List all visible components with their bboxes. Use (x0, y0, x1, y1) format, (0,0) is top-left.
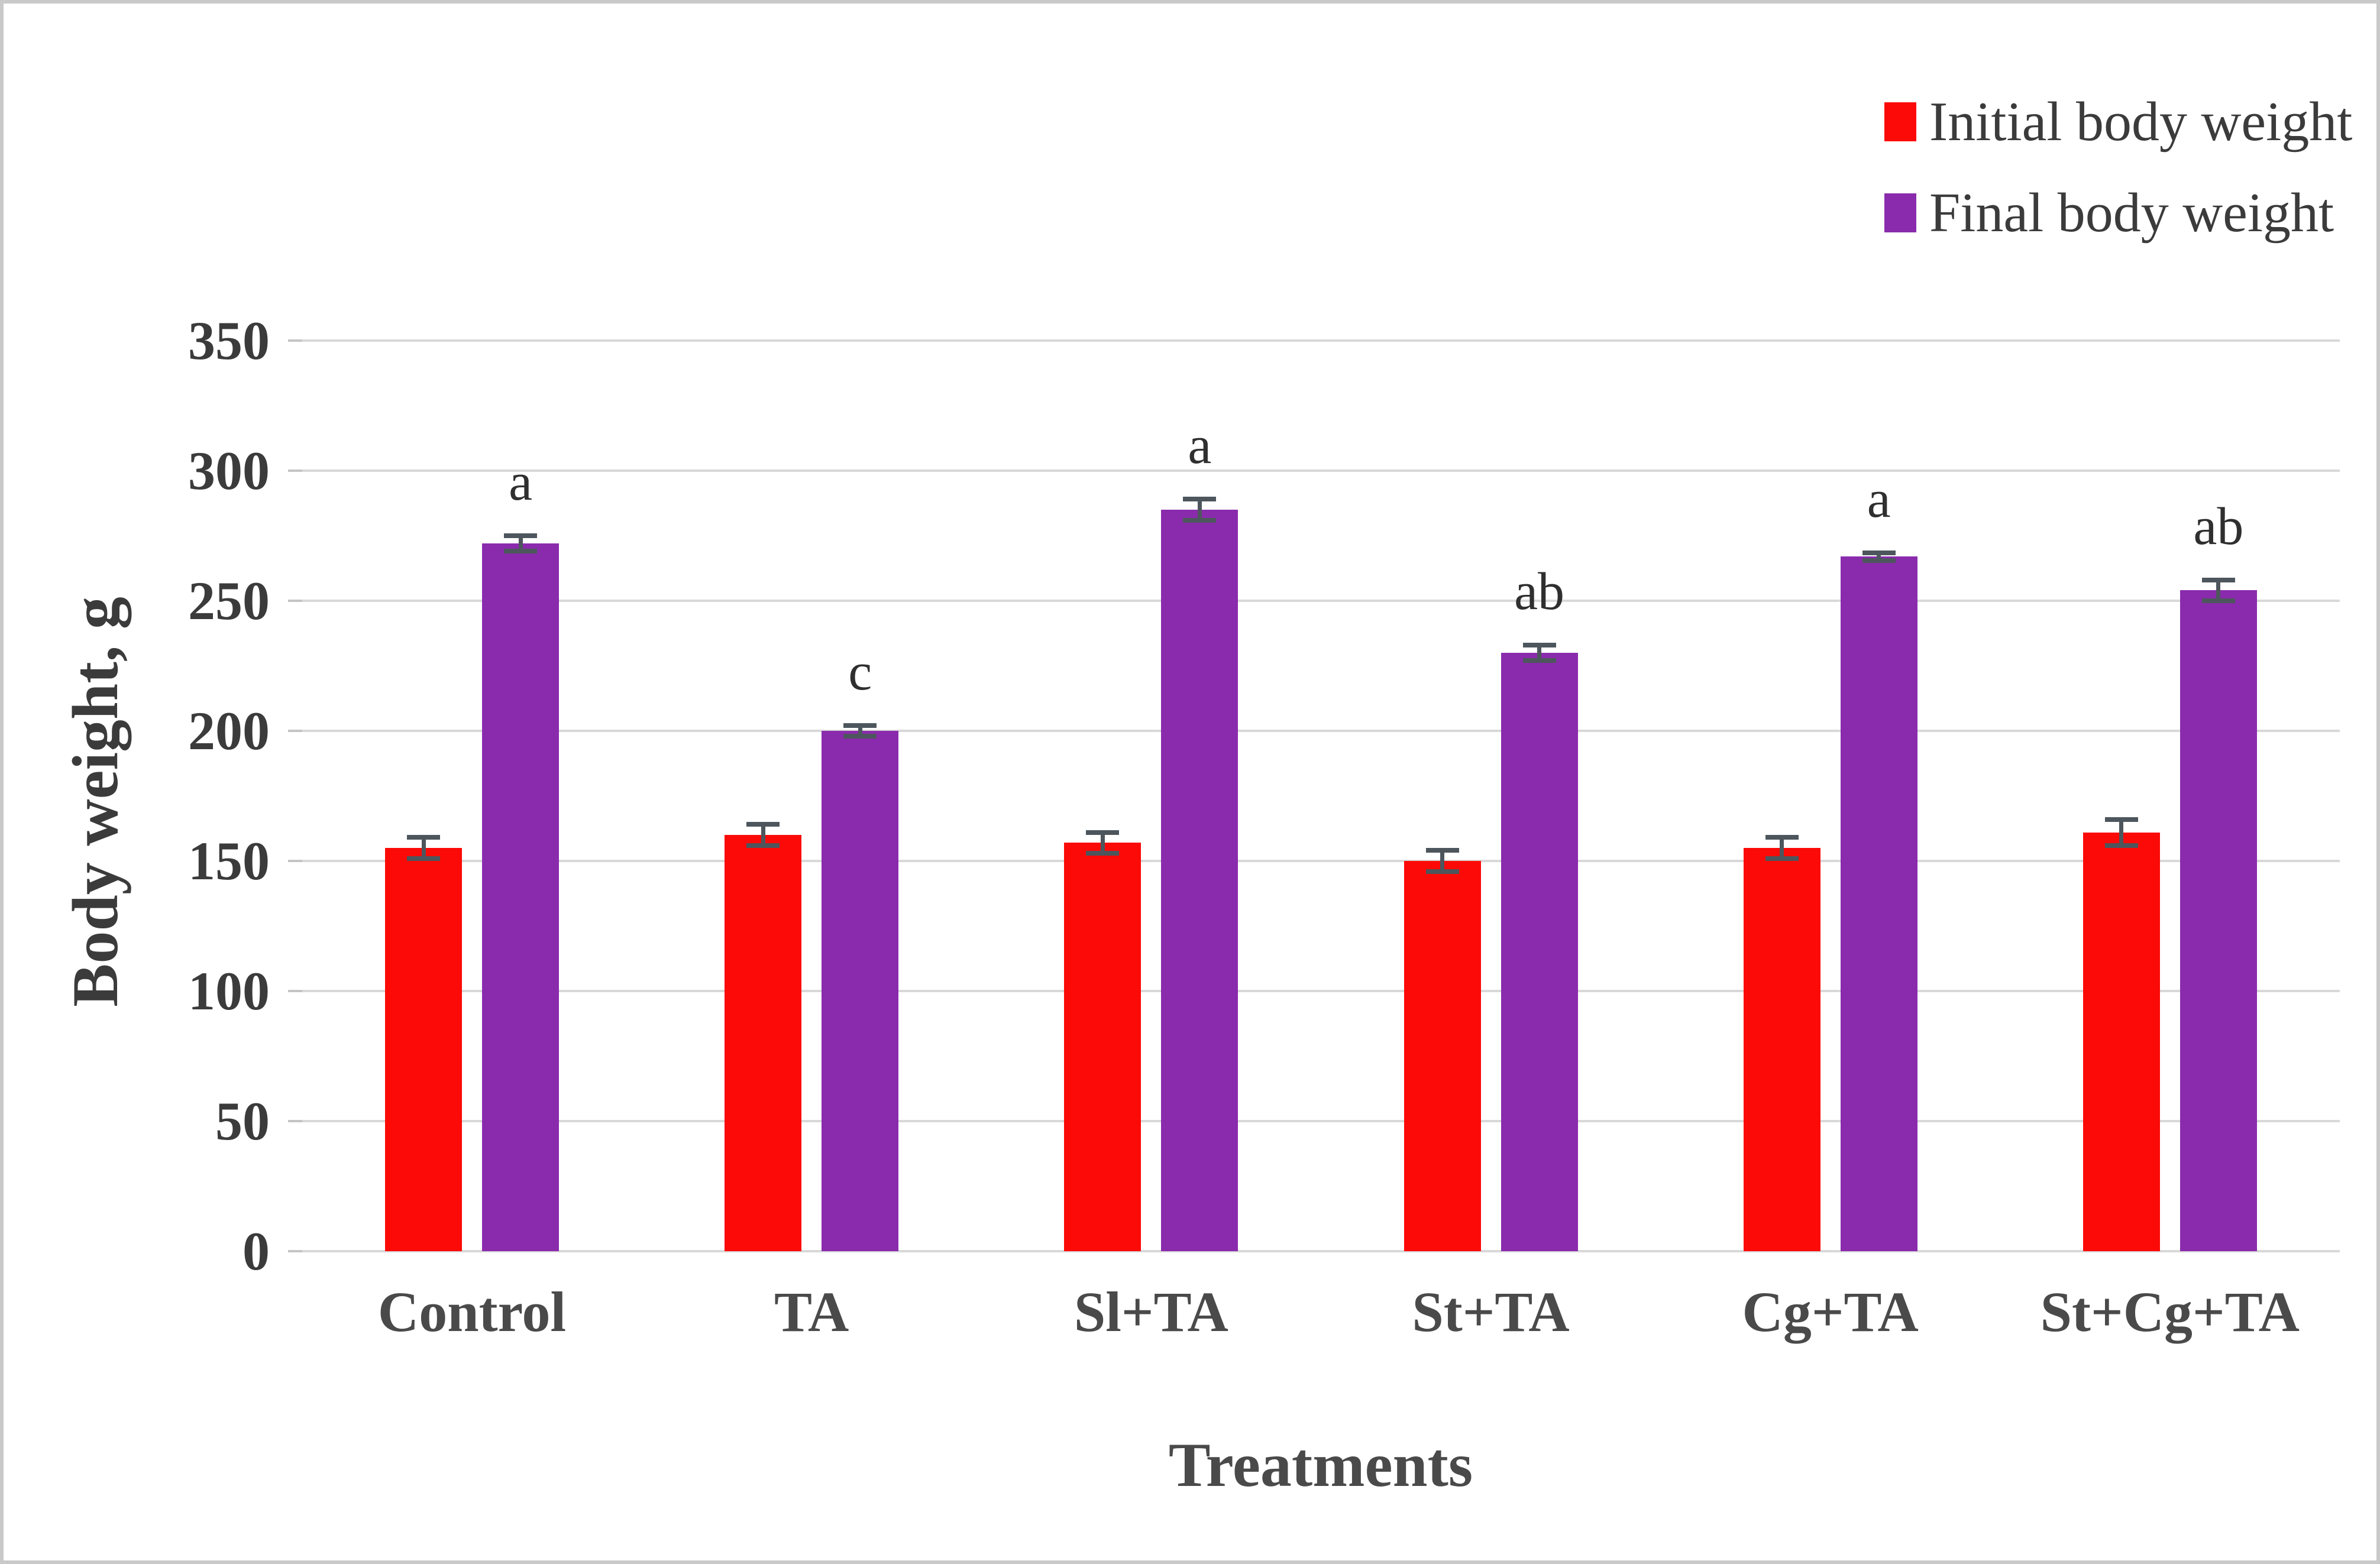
gridline-y-150 (302, 860, 2340, 862)
sig-letter-Sl+TA: a (1188, 416, 1212, 475)
error-cap-top-initial-St+TA (1425, 848, 1459, 853)
category-label-St+TA: St+TA (1412, 1280, 1570, 1343)
gridline-y-200 (302, 730, 2340, 732)
y-tickmark-100 (288, 990, 302, 992)
error-cap-top-initial-Cg+TA (1765, 835, 1799, 840)
category-label-St+Cg+TA: St+Cg+TA (2040, 1280, 2300, 1343)
y-tickmark-200 (288, 730, 302, 732)
error-cap-bottom-initial-St+Cg+TA (2104, 843, 2138, 848)
error-cap-bottom-initial-Cg+TA (1765, 856, 1799, 861)
legend: Initial body weight Final body weight (1884, 86, 2352, 268)
bar-initial-TA (725, 835, 802, 1251)
gridline-y-100 (302, 990, 2340, 992)
bar-initial-St+TA (1404, 861, 1481, 1251)
error-cap-top-final-St+TA (1522, 642, 1556, 647)
gridline-y-50 (302, 1120, 2340, 1122)
y-tick-label-50: 50 (215, 1091, 270, 1151)
category-label-Sl+TA: Sl+TA (1073, 1280, 1228, 1343)
bar-initial-Cg+TA (1743, 848, 1820, 1251)
error-bar-final-Sl+TA (1197, 499, 1202, 520)
error-cap-top-initial-Sl+TA (1086, 830, 1120, 835)
legend-swatch-final-icon (1884, 193, 1916, 232)
legend-swatch-initial-icon (1884, 102, 1916, 141)
sig-letter-Control: a (509, 453, 533, 511)
error-bar-final-Cg+TA (1877, 552, 1881, 561)
y-tick-label-300: 300 (188, 441, 270, 501)
error-bar-initial-St+Cg+TA (2119, 819, 2124, 846)
error-cap-top-initial-Control (407, 835, 441, 840)
sig-letter-TA: c (848, 643, 872, 702)
legend-label-final: Final body weight (1929, 182, 2334, 244)
bar-initial-Sl+TA (1064, 843, 1142, 1251)
legend-label-initial: Initial body weight (1929, 91, 2353, 153)
error-bar-initial-TA (761, 824, 765, 846)
y-tick-label-350: 350 (188, 310, 270, 371)
error-bar-final-St+TA (1537, 645, 1542, 661)
error-cap-top-final-St+Cg+TA (2201, 577, 2235, 582)
error-bar-final-St+Cg+TA (2216, 579, 2221, 601)
gridline-y-0 (302, 1250, 2340, 1252)
error-bar-initial-Control (421, 837, 426, 859)
error-cap-top-final-Control (504, 533, 538, 538)
error-bar-initial-Sl+TA (1100, 832, 1105, 853)
bar-final-St+Cg+TA (2179, 590, 2257, 1251)
error-cap-bottom-initial-TA (746, 843, 780, 848)
error-cap-bottom-initial-Control (407, 856, 441, 861)
error-cap-top-final-Sl+TA (1183, 497, 1217, 502)
category-label-Cg+TA: Cg+TA (1742, 1280, 1919, 1343)
error-cap-bottom-final-Control (504, 549, 538, 554)
legend-item-final-body-weight: Final body weight (1884, 177, 2352, 248)
y-tickmark-50 (288, 1120, 302, 1122)
error-bar-initial-Cg+TA (1780, 837, 1784, 859)
bar-final-TA (822, 731, 899, 1251)
bar-final-Cg+TA (1840, 556, 1917, 1251)
x-axis-title: Treatments (1168, 1430, 1473, 1500)
bar-final-Control (482, 543, 560, 1251)
error-bar-final-Control (518, 536, 523, 552)
error-cap-bottom-final-Sl+TA (1183, 517, 1217, 523)
y-tick-label-0: 0 (242, 1221, 270, 1281)
sig-letter-St+TA: ab (1514, 562, 1565, 621)
y-tickmark-150 (288, 860, 302, 862)
category-label-TA: TA (774, 1280, 849, 1343)
error-cap-top-initial-St+Cg+TA (2104, 817, 2138, 822)
sig-letter-Cg+TA: a (1867, 469, 1891, 529)
gridline-y-300 (302, 469, 2340, 472)
bar-initial-St+Cg+TA (2082, 832, 2160, 1251)
error-cap-top-final-Cg+TA (1862, 550, 1896, 555)
error-cap-top-final-TA (843, 723, 877, 728)
error-bar-initial-St+TA (1440, 850, 1445, 872)
error-cap-bottom-final-St+TA (1522, 658, 1556, 663)
bar-initial-Control (385, 848, 463, 1251)
y-tickmark-250 (288, 600, 302, 602)
y-tick-label-200: 200 (188, 701, 270, 761)
y-tickmark-350 (288, 339, 302, 342)
y-tickmark-0 (288, 1250, 302, 1252)
sig-letter-St+Cg+TA: ab (2193, 497, 2244, 556)
gridline-y-350 (302, 339, 2340, 342)
legend-item-initial-body-weight: Initial body weight (1884, 86, 2352, 157)
error-cap-bottom-initial-St+TA (1425, 869, 1459, 874)
y-tick-label-250: 250 (188, 571, 270, 631)
y-tickmark-300 (288, 469, 302, 472)
error-cap-bottom-final-TA (843, 733, 877, 739)
gridline-y-250 (302, 600, 2340, 602)
bar-final-St+TA (1501, 653, 1578, 1251)
error-cap-top-initial-TA (746, 822, 780, 827)
bar-final-Sl+TA (1161, 510, 1238, 1251)
error-cap-bottom-final-St+Cg+TA (2201, 598, 2235, 603)
y-tick-label-100: 100 (188, 961, 270, 1021)
y-tick-label-150: 150 (188, 831, 270, 891)
category-label-Control: Control (377, 1280, 567, 1343)
error-cap-bottom-final-Cg+TA (1862, 558, 1896, 563)
error-cap-bottom-initial-Sl+TA (1086, 850, 1120, 856)
error-bar-final-TA (858, 726, 862, 736)
